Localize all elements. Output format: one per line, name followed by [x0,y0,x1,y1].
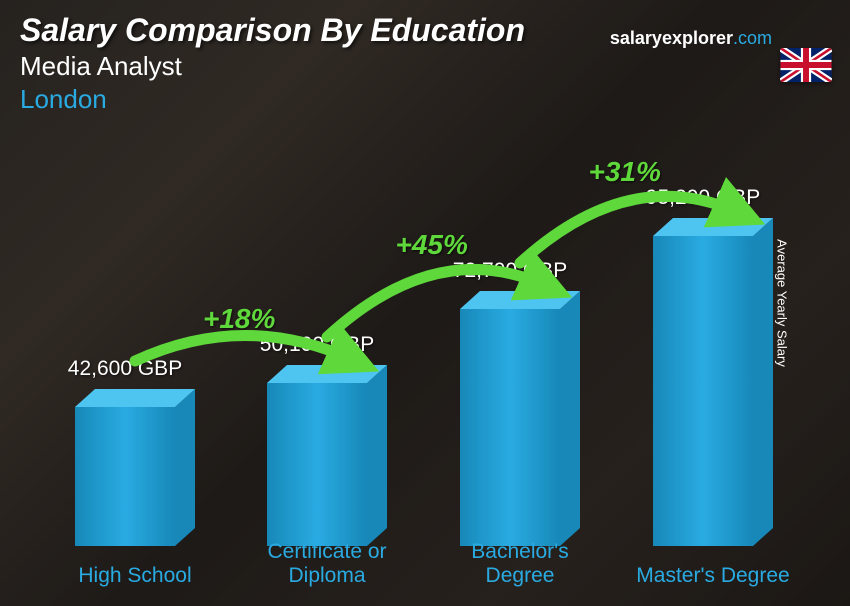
watermark: salaryexplorer.com [610,28,772,49]
bar [267,383,387,546]
uk-flag-icon [780,48,832,82]
watermark-main: salaryexplorer [610,28,733,48]
subtitle: Media Analyst [20,51,830,82]
xaxis-label: Master's Degree [628,564,798,588]
location: London [20,84,830,115]
bar-side [175,389,195,546]
bar-chart: 42,600 GBP High School 50,100 GBPCertifica… [40,108,790,588]
xaxis-label: Certificate or Diploma [242,540,412,588]
xaxis-label: High School [50,564,220,588]
bar-side [367,365,387,546]
bar-group: 50,100 GBP [257,383,397,546]
yaxis-label: Average Yearly Salary [775,239,790,367]
bar-top [75,389,195,407]
bar-front [267,383,367,546]
watermark-ext: .com [733,28,772,48]
bar-front [75,407,175,546]
bar [75,407,195,546]
increase-arrow [490,154,767,293]
xaxis-label: Bachelor's Degree [435,540,605,588]
bar-group: 42,600 GBP [65,407,205,546]
